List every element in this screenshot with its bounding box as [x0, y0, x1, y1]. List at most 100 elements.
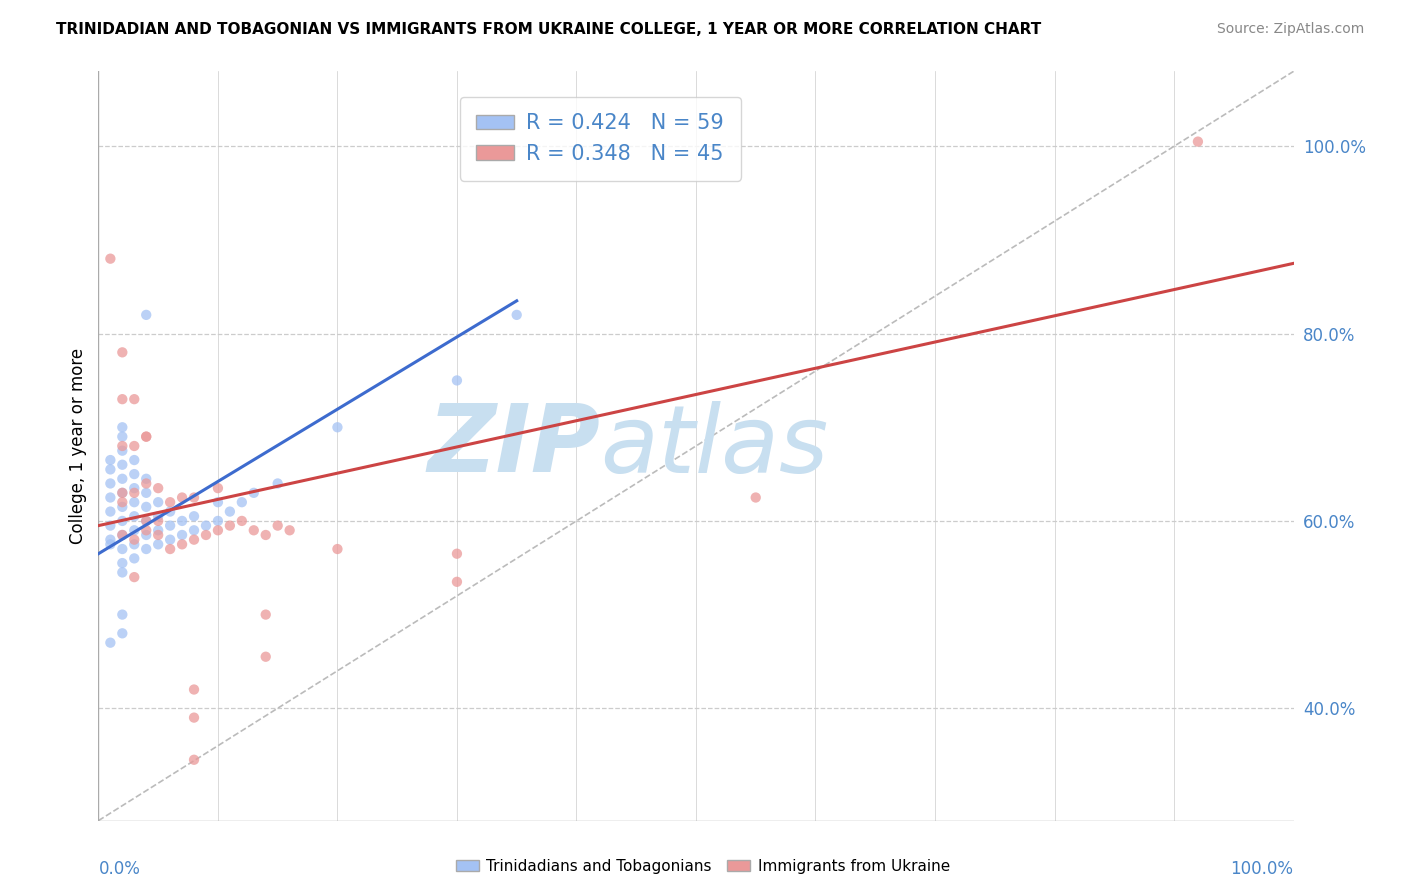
Point: [446, 374, 468, 388]
Legend: R = 0.424   N = 59, R = 0.348   N = 45: R = 0.424 N = 59, R = 0.348 N = 45: [460, 96, 741, 180]
Point: [159, 518, 181, 533]
Point: [207, 514, 229, 528]
Point: [183, 753, 205, 767]
Point: [148, 537, 170, 551]
Point: [124, 453, 146, 467]
Point: [243, 524, 266, 538]
Point: [267, 476, 290, 491]
Point: [124, 537, 146, 551]
Point: [135, 514, 157, 528]
Text: 0.0%: 0.0%: [98, 860, 141, 878]
Point: [183, 509, 205, 524]
Point: [111, 392, 134, 407]
Point: [183, 682, 205, 697]
Point: [111, 458, 134, 472]
Point: [254, 607, 277, 622]
Point: [243, 485, 266, 500]
Point: [135, 485, 157, 500]
Point: [98, 505, 122, 519]
Point: [183, 491, 205, 505]
Point: [219, 518, 242, 533]
Point: [111, 345, 134, 359]
Point: [159, 542, 181, 557]
Point: [148, 495, 170, 509]
Point: [159, 505, 181, 519]
Point: [172, 514, 194, 528]
Point: [98, 476, 122, 491]
Point: [506, 308, 529, 322]
Point: [183, 524, 205, 538]
Y-axis label: College, 1 year or more: College, 1 year or more: [69, 348, 87, 544]
Point: [124, 570, 146, 584]
Point: [135, 528, 157, 542]
Point: [111, 514, 134, 528]
Point: [195, 528, 218, 542]
Point: [124, 481, 146, 495]
Point: [111, 528, 134, 542]
Point: [111, 472, 134, 486]
Point: [111, 439, 134, 453]
Point: [148, 481, 170, 495]
Point: [148, 528, 170, 542]
Text: ZIP: ZIP: [427, 400, 600, 492]
Point: [326, 542, 349, 557]
Point: [124, 485, 146, 500]
Point: [148, 514, 170, 528]
Point: [111, 420, 134, 434]
Point: [231, 514, 253, 528]
Point: [98, 533, 122, 547]
Point: [98, 518, 122, 533]
Point: [172, 537, 194, 551]
Point: [159, 495, 181, 509]
Point: [148, 524, 170, 538]
Point: [111, 607, 134, 622]
Point: [326, 420, 349, 434]
Point: [135, 524, 157, 538]
Point: [124, 467, 146, 482]
Text: TRINIDADIAN AND TOBAGONIAN VS IMMIGRANTS FROM UKRAINE COLLEGE, 1 YEAR OR MORE CO: TRINIDADIAN AND TOBAGONIAN VS IMMIGRANTS…: [56, 22, 1042, 37]
Point: [254, 528, 277, 542]
Point: [207, 481, 229, 495]
Point: [135, 542, 157, 557]
Point: [124, 551, 146, 566]
Point: [207, 524, 229, 538]
Point: [135, 514, 157, 528]
Point: [195, 518, 218, 533]
Point: [111, 485, 134, 500]
Point: [172, 491, 194, 505]
Point: [111, 495, 134, 509]
Point: [124, 392, 146, 407]
Point: [124, 439, 146, 453]
Point: [98, 636, 122, 650]
Point: [111, 626, 134, 640]
Point: [111, 500, 134, 514]
Point: [745, 491, 768, 505]
Point: [183, 533, 205, 547]
Point: [98, 462, 122, 476]
Point: [135, 430, 157, 444]
Text: atlas: atlas: [600, 401, 828, 491]
Point: [278, 524, 301, 538]
Text: Source: ZipAtlas.com: Source: ZipAtlas.com: [1216, 22, 1364, 37]
Point: [254, 649, 277, 664]
Point: [446, 574, 468, 589]
Point: [124, 509, 146, 524]
Point: [135, 430, 157, 444]
Point: [111, 566, 134, 580]
Point: [267, 518, 290, 533]
Point: [446, 547, 468, 561]
Point: [172, 528, 194, 542]
Point: [231, 495, 253, 509]
Point: [148, 509, 170, 524]
Point: [111, 430, 134, 444]
Point: [219, 505, 242, 519]
Point: [124, 533, 146, 547]
Legend: Trinidadians and Tobagonians, Immigrants from Ukraine: Trinidadians and Tobagonians, Immigrants…: [450, 853, 956, 880]
Point: [124, 524, 146, 538]
Point: [111, 542, 134, 557]
Point: [135, 472, 157, 486]
Point: [111, 528, 134, 542]
Point: [159, 533, 181, 547]
Text: 100.0%: 100.0%: [1230, 860, 1294, 878]
Point: [1187, 135, 1209, 149]
